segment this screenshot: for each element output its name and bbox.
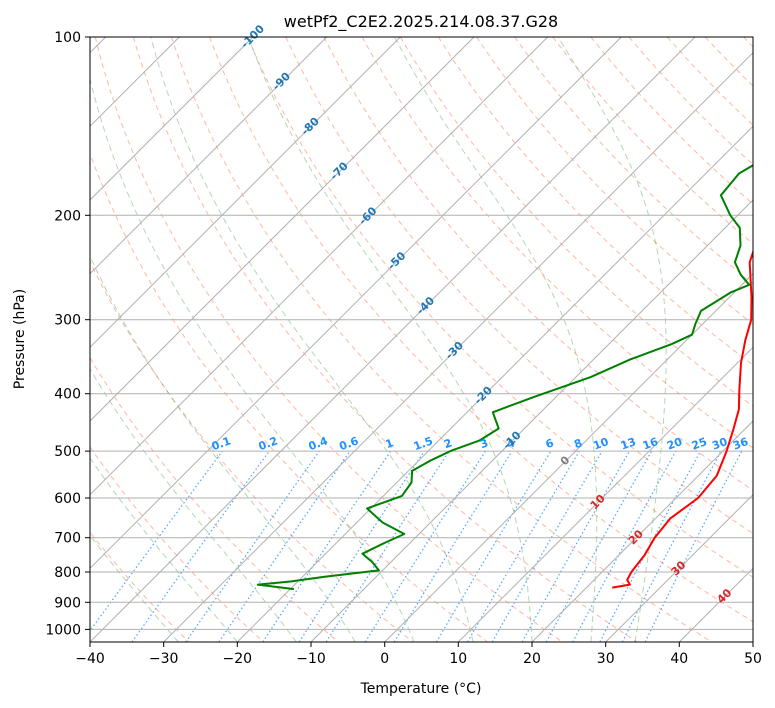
dry-adiabat (94, 37, 563, 642)
mixing-ratio-label: 1.5 (412, 434, 435, 453)
y-tick-label: 700 (54, 531, 81, 547)
y-axis-title: Pressure (hPa) (12, 289, 28, 389)
x-tick-label: −10 (296, 651, 326, 667)
moist-adiabat (247, 37, 533, 642)
mixing-ratio-line (644, 450, 743, 642)
y-tick-label: 400 (54, 387, 81, 403)
dry-adiabat (90, 446, 264, 642)
mixing-ratio-label: 0.1 (210, 434, 233, 453)
x-axis-title: Temperature (°C) (360, 681, 482, 697)
x-tick-label: 30 (597, 651, 615, 667)
isotherm-line (605, 493, 753, 642)
x-tick-label: −30 (149, 651, 179, 667)
temperature-profile-line (612, 249, 753, 589)
plot-background (90, 37, 753, 642)
chart-title: wetPf2_C2E2.2025.214.08.37.G28 (284, 12, 558, 32)
mixing-ratio-label: 30 (710, 435, 729, 453)
moist-adiabat (557, 37, 667, 642)
y-tick-label: 300 (54, 313, 81, 329)
mixing-ratio-line (185, 450, 320, 642)
mixing-ratio-label: 0.6 (338, 434, 361, 453)
y-tick-label: 100 (54, 30, 81, 46)
moist-adiabat (394, 37, 598, 642)
isotherm-line (384, 272, 753, 642)
mixing-ratio-line (298, 450, 425, 642)
isotherm-line (163, 51, 753, 642)
mixing-ratio-line (521, 450, 631, 642)
x-tick-label: 20 (523, 651, 541, 667)
isotherm-line (90, 37, 475, 422)
dry-adiabat (90, 260, 414, 642)
dry-adiabat (171, 37, 712, 642)
y-tick-label: 600 (54, 491, 81, 507)
mixing-ratio-label: 8 (572, 436, 584, 451)
mixing-ratio-line (545, 450, 653, 642)
dry-adiabat (399, 37, 753, 407)
dry-adiabat (247, 37, 753, 578)
mixing-ratio-label: 20 (665, 435, 684, 453)
dry-adiabat (209, 37, 753, 623)
moist-adiabat (90, 534, 179, 642)
isotherm-line (90, 37, 622, 570)
mixing-ratio-label: 6 (544, 436, 556, 451)
isotherm-line (236, 125, 753, 642)
dry-adiabat (132, 37, 638, 642)
isotherm-line (90, 37, 549, 496)
dry-adiabat (514, 37, 753, 285)
dry-adiabat (476, 37, 753, 325)
plot-frame (89, 36, 754, 643)
isotherm-line (90, 37, 254, 201)
mixing-ratio-line (325, 450, 450, 642)
x-tick-label: −40 (75, 651, 105, 667)
mixing-ratio-label: 0.4 (307, 434, 330, 453)
isotherm-line (90, 37, 401, 349)
y-tick-label: 1000 (45, 622, 81, 638)
mixing-ratio-label: 10 (591, 435, 610, 453)
x-tick-label: 40 (670, 651, 688, 667)
y-tick-label: 500 (54, 444, 81, 460)
x-tick-label: −20 (223, 651, 253, 667)
mixing-ratio-label: 36 (731, 435, 750, 453)
dry-adiabat (590, 37, 753, 205)
mixing-ratio-line (393, 450, 513, 642)
mixing-ratio-line (90, 450, 223, 632)
mixing-ratio-label: 1 (384, 436, 396, 451)
moist-adiabat (90, 457, 238, 642)
dry-adiabat (90, 531, 190, 642)
mixing-ratio-label: 25 (690, 435, 709, 452)
isotherm-line (90, 37, 328, 275)
isotherm-line (90, 37, 696, 642)
mixing-ratio-line (131, 450, 270, 642)
mixing-ratio-line (572, 450, 677, 642)
moist-adiabat (90, 367, 297, 642)
y-tick-label: 800 (54, 565, 81, 581)
mixing-ratio-label: 16 (641, 435, 660, 453)
y-tick-label: 900 (54, 595, 81, 611)
moist-adiabat (150, 37, 474, 642)
isotherm-line (752, 641, 753, 642)
y-tick-label: 200 (54, 208, 81, 224)
mixing-ratio-label: 2 (442, 436, 454, 451)
moist-adiabat (90, 76, 415, 642)
dry-adiabat (437, 37, 753, 366)
mixing-ratio-label: 0.2 (257, 434, 280, 453)
isotherm-line (310, 199, 753, 642)
mixing-ratio-line (218, 450, 351, 642)
isotherm-line (457, 346, 753, 642)
x-tick-label: 50 (744, 651, 762, 667)
dry-adiabat (628, 37, 753, 166)
mixing-ratio-label: 13 (619, 435, 638, 452)
x-tick-label: 10 (449, 651, 467, 667)
dry-adiabat (361, 37, 753, 449)
mixing-ratio-line (262, 450, 392, 642)
moist-adiabat (90, 254, 356, 642)
isotherm-line (531, 420, 753, 642)
mixing-ratio-label: 4 (505, 436, 517, 451)
dewpoint-profile-line (256, 164, 753, 591)
mixing-ratio-label: 3 (478, 436, 490, 451)
x-tick-label: 0 (380, 651, 389, 667)
